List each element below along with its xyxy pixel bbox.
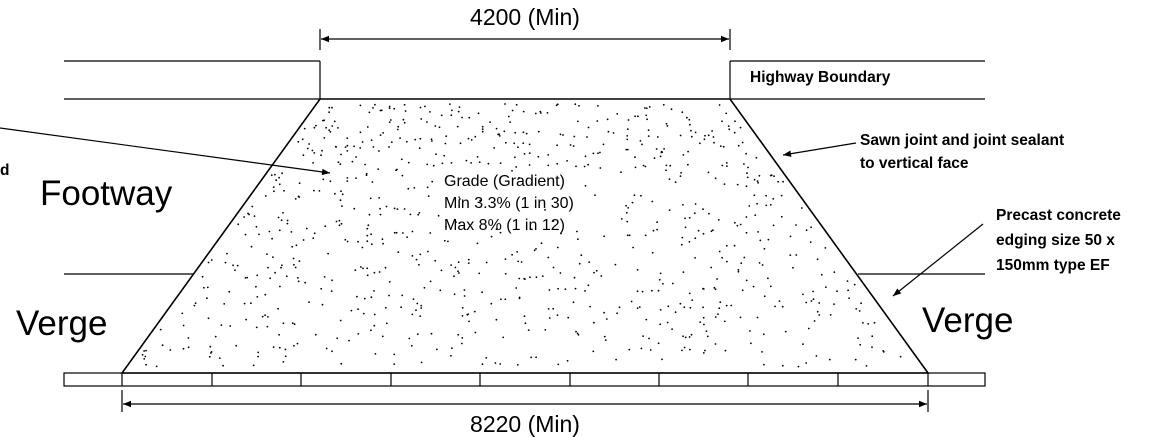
leader-left-note bbox=[0, 127, 331, 176]
grade-max: Max 8% (1 in 12) bbox=[444, 217, 565, 234]
sawn-joint-note-line2: to vertical face bbox=[860, 155, 969, 172]
edging-strip bbox=[63, 372, 986, 387]
highway-boundary-label: Highway Boundary bbox=[750, 69, 891, 86]
left-note-fragment: d bbox=[0, 162, 9, 179]
edging-note-line2: edging size 50 x bbox=[996, 232, 1115, 249]
edging-note-line3: 150mm type EF bbox=[996, 257, 1110, 274]
crossing-outline bbox=[120, 98, 930, 374]
sawn-joint-note-line1: Sawn joint and joint sealant bbox=[860, 132, 1064, 149]
footway-label: Footway bbox=[40, 174, 173, 213]
leader-sawn-joint bbox=[782, 142, 857, 157]
dimension-top-label: 4200 (Min) bbox=[470, 4, 580, 30]
concrete-stipple-fill bbox=[141, 103, 902, 368]
dimension-bottom-label: 8220 (Min) bbox=[470, 411, 580, 437]
grade-min: Min 3.3% (1 in 30) bbox=[444, 195, 574, 212]
verge-left-label: Verge bbox=[16, 304, 107, 343]
leader-edging bbox=[892, 223, 984, 297]
edging-note-line1: Precast concrete bbox=[996, 207, 1121, 224]
verge-right-label: Verge bbox=[922, 301, 1013, 340]
grade-title: Grade (Gradient) bbox=[444, 173, 565, 190]
edging-joints bbox=[121, 373, 929, 386]
